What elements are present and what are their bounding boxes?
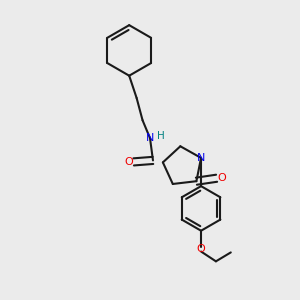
Text: O: O bbox=[124, 157, 133, 167]
Text: N: N bbox=[146, 133, 154, 143]
Text: H: H bbox=[158, 131, 165, 141]
Text: O: O bbox=[218, 173, 226, 183]
Text: N: N bbox=[197, 153, 205, 163]
Text: O: O bbox=[197, 244, 206, 254]
